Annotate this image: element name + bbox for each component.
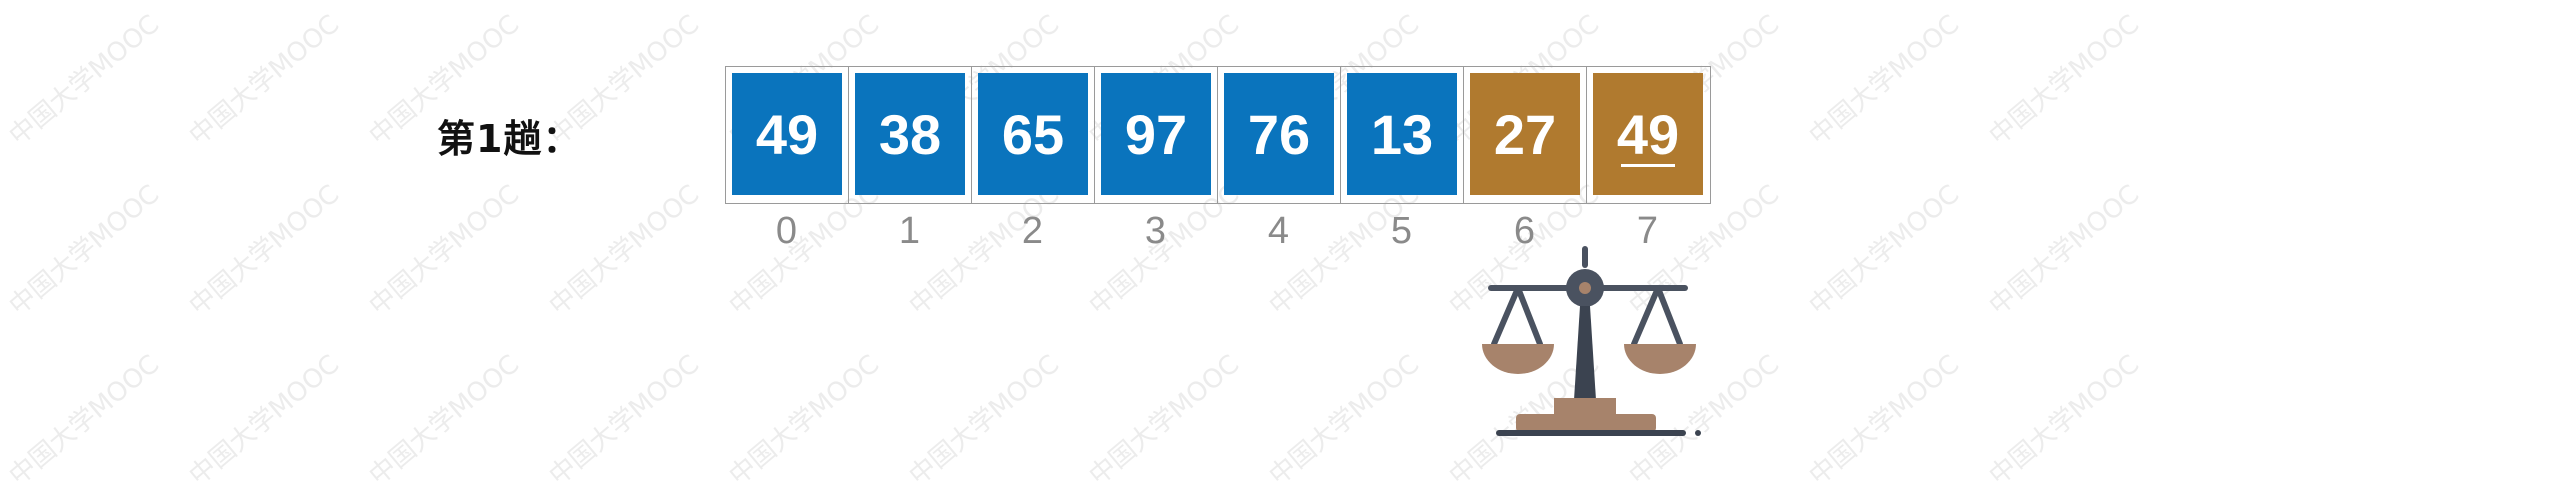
cell-value-box: 27	[1470, 73, 1580, 195]
watermark-text: 中国大学MOOC	[543, 179, 706, 322]
cell-value: 97	[1124, 102, 1188, 166]
cell-value-box: 49	[732, 73, 842, 195]
array-cell: 13	[1341, 67, 1464, 203]
watermark-text: 中国大学MOOC	[3, 349, 166, 492]
cell-value: 49	[1616, 102, 1680, 166]
balance-scale-icon	[1478, 242, 1708, 447]
cell-value-box: 13	[1347, 73, 1457, 195]
pass-label: 第1趟：	[437, 117, 582, 161]
array-index: 7	[1636, 210, 1659, 252]
value-underline	[1621, 164, 1675, 167]
watermark-text: 中国大学MOOC	[1803, 349, 1966, 492]
array-index: 6	[1513, 210, 1536, 252]
watermark-text: 中国大学MOOC	[543, 349, 706, 492]
cell-value-box: 76	[1224, 73, 1334, 195]
watermark-text: 中国大学MOOC	[3, 179, 166, 322]
watermark-text: 中国大学MOOC	[1803, 179, 1966, 322]
array-cell: 97	[1095, 67, 1218, 203]
array-cell: 76	[1218, 67, 1341, 203]
cell-value: 13	[1370, 102, 1434, 166]
array-cell: 49	[726, 67, 849, 203]
array-index: 3	[1144, 210, 1167, 252]
array-cell: 65	[972, 67, 1095, 203]
cell-value-box: 65	[978, 73, 1088, 195]
watermark-text: 中国大学MOOC	[183, 179, 346, 322]
array-cell: 27	[1464, 67, 1587, 203]
array-cell: 38	[849, 67, 972, 203]
watermark-text: 中国大学MOOC	[183, 349, 346, 492]
cell-value-box: 38	[855, 73, 965, 195]
cell-value-box: 97	[1101, 73, 1211, 195]
cell-value: 27	[1493, 102, 1557, 166]
cell-value: 76	[1247, 102, 1311, 166]
cell-value: 49	[755, 102, 819, 166]
watermark-text: 中国大学MOOC	[1983, 9, 2146, 152]
index-row: 0 1 2 3 4 5 6 7	[725, 210, 1709, 253]
watermark-text: 中国大学MOOC	[363, 349, 526, 492]
array-index: 4	[1267, 210, 1290, 252]
watermark-text: 中国大学MOOC	[903, 349, 1066, 492]
watermark-text: 中国大学MOOC	[1083, 349, 1246, 492]
watermark-text: 中国大学MOOC	[723, 349, 886, 492]
watermark-text: 中国大学MOOC	[1983, 349, 2146, 492]
array-row: 49 38 65 97 76 13 27 49	[725, 66, 1711, 204]
cell-value-box: 49	[1593, 73, 1703, 195]
watermark-text: 中国大学MOOC	[183, 9, 346, 152]
array-index: 0	[775, 210, 798, 252]
watermark-text: 中国大学MOOC	[1803, 9, 1966, 152]
array-index: 1	[898, 210, 921, 252]
array-index: 5	[1390, 210, 1413, 252]
array-index: 2	[1021, 210, 1044, 252]
array-cell: 49	[1587, 67, 1710, 203]
cell-value: 65	[1001, 102, 1065, 166]
watermark-text: 中国大学MOOC	[3, 9, 166, 152]
watermark-text: 中国大学MOOC	[1263, 349, 1426, 492]
watermark-text: 中国大学MOOC	[1983, 179, 2146, 322]
cell-value: 38	[878, 102, 942, 166]
watermark-text: 中国大学MOOC	[363, 179, 526, 322]
